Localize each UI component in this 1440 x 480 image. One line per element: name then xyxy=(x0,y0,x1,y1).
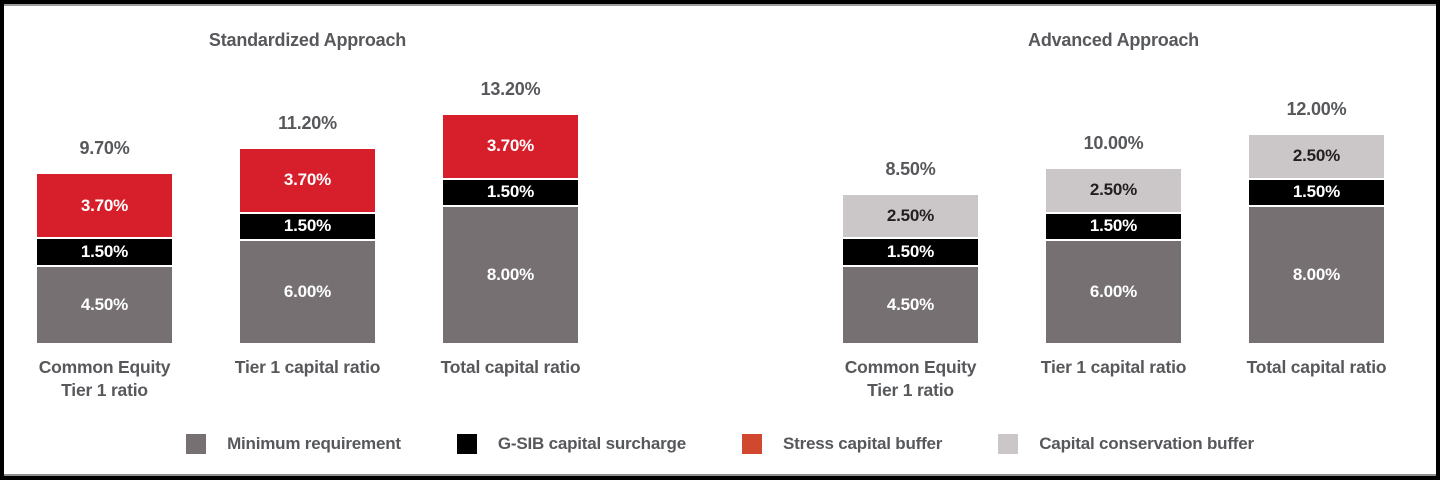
category-cell: Tier 1 capital ratio xyxy=(1041,356,1187,402)
segment-minimum-requirement: 4.50% xyxy=(843,266,978,343)
legend: Minimum requirement G-SIB capital surchar… xyxy=(4,434,1436,454)
category-label: Total capital ratio xyxy=(1246,357,1387,377)
bar-total-capital-ratio: 12.00% 2.50% 1.50% 8.00% xyxy=(1249,99,1384,343)
segment-stress-capital-buffer: 3.70% xyxy=(240,148,375,212)
bar-total-label: 11.20% xyxy=(278,112,337,133)
segment-g-sib-capital-surcharge: 1.50% xyxy=(1046,213,1181,239)
legend-label: Stress capital buffer xyxy=(782,434,943,453)
category-label: Tier 1 capital ratio xyxy=(1040,357,1187,377)
bar-total-label: 9.70% xyxy=(79,138,130,159)
legend-swatch-icon xyxy=(186,434,207,454)
segment-g-sib-capital-surcharge: 1.50% xyxy=(843,239,978,265)
category-label: Common Equity Tier 1 ratio xyxy=(38,357,171,400)
bar-total-label: 10.00% xyxy=(1083,133,1144,153)
category-labels-standardized: Common Equity Tier 1 ratio Tier 1 capital… xyxy=(37,356,581,402)
chart-advanced-approach: Advanced Approach 8.50% 2.50% 1.50% 4.50% 10… xyxy=(843,4,1387,476)
bar-common-equity-tier-1-ratio: 9.70% 3.70% 1.50% 4.50% xyxy=(37,138,172,343)
category-cell: Total capital ratio xyxy=(440,356,581,402)
category-cell: Common Equity Tier 1 ratio xyxy=(843,356,978,402)
segment-stress-capital-buffer: 3.70% xyxy=(443,114,578,178)
category-labels-advanced: Common Equity Tier 1 ratio Tier 1 capital… xyxy=(843,356,1387,402)
legend-item-minimum-requirement: Minimum requirement xyxy=(186,434,401,454)
segment-minimum-requirement: 8.00% xyxy=(443,207,578,343)
bar-tier-1-capital-ratio: 11.20% 3.70% 1.50% 6.00% xyxy=(240,113,375,343)
segment-capital-conservation-buffer: 2.50% xyxy=(1249,135,1384,178)
category-label: Total capital ratio xyxy=(440,357,581,377)
bar-total-label: 12.00% xyxy=(1286,99,1347,119)
bars-standardized: 9.70% 3.70% 1.50% 4.50% 11.20% 3.70% 1.50% 6.00… xyxy=(37,79,578,343)
category-cell: Total capital ratio xyxy=(1246,356,1387,402)
legend-item-g-sib-capital-surcharge: G-SIB capital surcharge xyxy=(456,434,686,454)
segment-g-sib-capital-surcharge: 1.50% xyxy=(1249,179,1384,205)
category-label: Common Equity Tier 1 ratio xyxy=(844,357,977,400)
bar-total-label: 8.50% xyxy=(885,158,936,179)
segment-minimum-requirement: 8.00% xyxy=(1249,207,1384,343)
segment-g-sib-capital-surcharge: 1.50% xyxy=(37,239,172,265)
legend-swatch-icon xyxy=(998,434,1019,454)
segment-minimum-requirement: 6.00% xyxy=(240,241,375,343)
legend-item-stress-capital-buffer: Stress capital buffer xyxy=(741,434,943,454)
segment-g-sib-capital-surcharge: 1.50% xyxy=(240,213,375,239)
category-cell: Tier 1 capital ratio xyxy=(235,356,381,402)
bar-total-capital-ratio: 13.20% 3.70% 1.50% 8.00% xyxy=(443,79,578,343)
chart-title-advanced: Advanced Approach xyxy=(1028,30,1199,50)
segment-stress-capital-buffer: 3.70% xyxy=(37,174,172,237)
segment-g-sib-capital-surcharge: 1.50% xyxy=(443,179,578,205)
legend-label: Minimum requirement xyxy=(227,434,401,453)
category-cell: Common Equity Tier 1 ratio xyxy=(37,356,172,402)
bars-advanced: 8.50% 2.50% 1.50% 4.50% 10.00% 2.50% 1.50% 6.00… xyxy=(843,99,1384,343)
chart-standardized-approach: Standardized Approach 9.70% 3.70% 1.50% 4.5… xyxy=(37,4,581,476)
legend-label: Capital conservation buffer xyxy=(1039,434,1254,453)
legend-item-capital-conservation-buffer: Capital conservation buffer xyxy=(998,434,1254,454)
segment-minimum-requirement: 4.50% xyxy=(37,266,172,343)
segment-capital-conservation-buffer: 2.50% xyxy=(1046,169,1181,212)
legend-swatch-icon xyxy=(456,434,477,454)
legend-swatch-icon xyxy=(741,434,762,454)
bar-total-label: 13.20% xyxy=(480,78,541,99)
category-label: Tier 1 capital ratio xyxy=(234,357,381,377)
segment-minimum-requirement: 6.00% xyxy=(1046,241,1181,343)
chart-title-standardized: Standardized Approach xyxy=(208,30,407,50)
bar-tier-1-capital-ratio: 10.00% 2.50% 1.50% 6.00% xyxy=(1046,133,1181,343)
segment-capital-conservation-buffer: 2.50% xyxy=(843,194,978,237)
legend-label: G-SIB capital surcharge xyxy=(497,434,686,453)
bar-common-equity-tier-1-ratio: 8.50% 2.50% 1.50% 4.50% xyxy=(843,158,978,343)
